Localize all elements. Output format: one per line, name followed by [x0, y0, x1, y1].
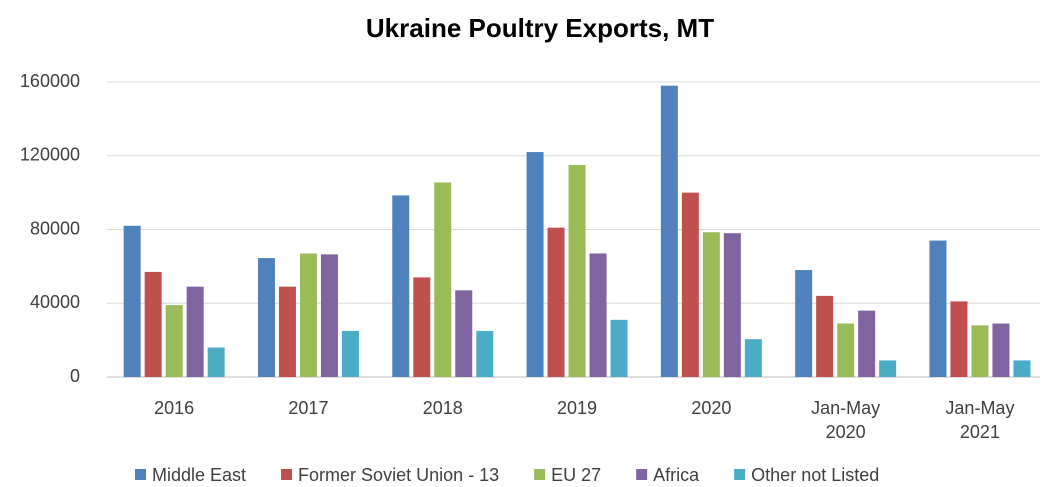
bar	[455, 290, 473, 377]
y-tick-label: 80000	[30, 218, 80, 238]
x-tick-label: 2016	[154, 398, 195, 418]
bar	[816, 295, 834, 377]
bar	[858, 310, 876, 377]
bar	[299, 253, 317, 377]
bar	[547, 227, 565, 377]
legend-label: Africa	[653, 465, 700, 485]
y-tick-label: 160000	[20, 71, 80, 91]
legend-label: EU 27	[551, 465, 601, 485]
bar	[589, 253, 607, 377]
legend-swatch	[734, 469, 746, 480]
bar	[165, 305, 183, 377]
legend-swatch	[135, 469, 146, 480]
bar	[186, 286, 204, 377]
bar	[320, 254, 338, 377]
bar	[681, 192, 699, 377]
legend-swatch	[636, 469, 648, 480]
bar	[702, 232, 720, 377]
bar	[723, 233, 741, 377]
legend-label: Former Soviet Union - 13	[298, 465, 499, 485]
bar	[950, 301, 968, 377]
bar	[992, 323, 1010, 377]
y-tick-label: 40000	[30, 292, 80, 312]
bar	[278, 286, 296, 377]
legend-label: Middle East	[152, 465, 246, 485]
x-tick-label: 2018	[422, 398, 463, 418]
legend-swatch	[534, 469, 546, 480]
x-tick-label: 2017	[288, 398, 329, 418]
bar	[257, 258, 275, 377]
bar	[879, 360, 897, 377]
bar	[795, 270, 813, 377]
bar	[144, 271, 162, 377]
bar	[413, 277, 431, 377]
bar	[392, 195, 410, 377]
y-tick-label: 0	[70, 366, 80, 386]
chart-title: Ukraine Poultry Exports, MT	[366, 13, 714, 43]
y-tick-label: 120000	[20, 145, 80, 165]
x-tick-label: Jan-May 2021	[945, 398, 1015, 442]
bar	[476, 330, 494, 377]
bar	[434, 182, 452, 377]
bar	[610, 319, 628, 377]
x-tick-label: 2019	[557, 398, 598, 418]
bar	[744, 339, 762, 377]
x-tick-label: Jan-May 2020	[811, 398, 881, 442]
bar	[929, 240, 947, 377]
bar	[123, 225, 141, 377]
bar	[207, 347, 225, 377]
bar	[837, 323, 855, 377]
bar	[568, 164, 586, 377]
legend-swatch	[281, 469, 293, 480]
bar	[526, 152, 544, 377]
x-tick-label: 2020	[691, 398, 732, 418]
legend-label: Other not Listed	[751, 465, 879, 485]
bar	[971, 325, 989, 377]
bar	[660, 85, 678, 377]
bar	[1013, 360, 1031, 377]
bar	[341, 330, 359, 377]
